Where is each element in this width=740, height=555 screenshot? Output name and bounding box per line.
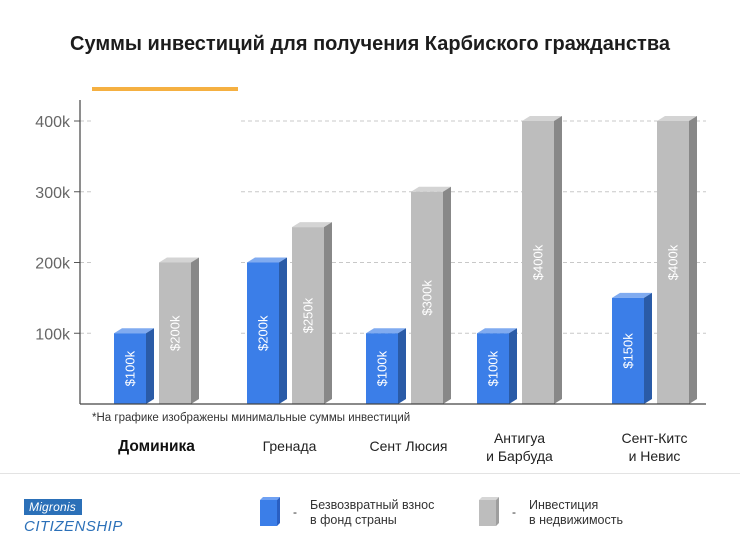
legend-label-fund-line2: в фонд страны [310, 513, 397, 527]
brand-logo: Migronis CITIZENSHIP [24, 498, 123, 535]
legend-label-fund-line1: Безвозвратный взнос [310, 498, 435, 512]
category-label: Доминика [118, 438, 195, 455]
bar-value-label: $400k [666, 244, 681, 280]
bar-front-face [114, 333, 146, 404]
bar-front-face [522, 121, 554, 404]
bar-side-face [443, 186, 451, 404]
bar-top-face [411, 186, 451, 192]
labels-layer: $100k $200k $100k $100k $150k $200k $250k $300k… [118, 244, 687, 464]
bar-side-face [279, 257, 287, 404]
bar-top-face [159, 257, 199, 263]
footer-divider [0, 473, 740, 474]
bar-front-face [159, 262, 191, 404]
bar-side-face [398, 328, 406, 404]
highlight-accent-bar [92, 87, 238, 91]
bar-value-label: $200k [168, 315, 183, 351]
bar-value-label: $400k [531, 244, 546, 280]
category-label: Гренада [263, 438, 317, 454]
brand-logo-bottom: CITIZENSHIP [24, 518, 123, 535]
bar-side-face [146, 328, 154, 404]
bar-top-face [292, 222, 332, 228]
legend-label-realty-line1: Инвестиция [529, 498, 599, 512]
bar-side-face [324, 222, 332, 404]
y-tick-label: 200k [35, 256, 71, 273]
bar-side-face [554, 116, 562, 404]
bar-top-face [247, 257, 287, 263]
bar-realty-3 [522, 116, 562, 404]
bar-fund-4 [612, 292, 652, 404]
bar-side-face [644, 292, 652, 404]
bar-front-face [366, 333, 398, 404]
bar-fund-3 [477, 328, 517, 404]
legend-dash-fund: - [293, 505, 297, 519]
bar-value-label: $250k [301, 297, 316, 333]
brand-logo-top: Migronis [24, 499, 82, 515]
y-tick-label: 300k [35, 185, 71, 202]
bar-value-label: $100k [486, 350, 501, 386]
legend-label-fund: Безвозвратный взнос в фонд страны [310, 498, 434, 528]
chart-title: Суммы инвестиций для получения Карбиског… [70, 33, 670, 55]
bar-value-label: $100k [375, 350, 390, 386]
bar-value-label: $150k [621, 333, 636, 369]
grid-layer [80, 120, 706, 334]
bar-side-face [689, 116, 697, 404]
bar-top-face [612, 292, 652, 298]
category-label: и Барбуда [486, 448, 553, 464]
bar-value-label: $100k [123, 350, 138, 386]
bar-top-face [114, 328, 154, 334]
bar-front-face [612, 297, 644, 404]
bar-value-label: $300k [420, 280, 435, 316]
bar-realty-1 [292, 222, 332, 404]
bar-fund-0 [114, 328, 154, 404]
chart-footnote: *На графике изображены минимальные суммы… [92, 412, 411, 424]
bar-side-face [191, 257, 199, 404]
category-label: и Невис [629, 448, 681, 464]
legend-label-realty: Инвестиция в недвижимость [529, 498, 623, 528]
bar-value-label: $200k [256, 315, 271, 351]
bar-realty-0 [159, 257, 199, 404]
bar-top-face [657, 116, 697, 121]
bar-realty-2 [411, 186, 451, 404]
bar-side-face [509, 328, 517, 404]
category-label: Сент-Китс [622, 430, 688, 446]
bar-front-face [247, 262, 279, 404]
bar-front-face [657, 121, 689, 404]
legend-dash-realty: - [512, 505, 516, 519]
bar-top-face [477, 328, 517, 334]
bar-front-face [411, 191, 443, 404]
bar-front-face [477, 333, 509, 404]
bars-layer [114, 116, 697, 404]
y-tick-label: 400k [35, 114, 71, 131]
bar-fund-2 [366, 328, 406, 404]
category-label: Сент Люсия [369, 438, 447, 454]
bar-top-face [366, 328, 406, 334]
legend-label-realty-line2: в недвижимость [529, 513, 623, 527]
axis-layer: 100k 200k 300k 400k [35, 100, 706, 405]
category-label: Антигуа [494, 430, 545, 446]
bar-top-face [522, 116, 562, 121]
bar-fund-1 [247, 257, 287, 404]
bar-front-face [292, 227, 324, 404]
y-tick-label: 100k [35, 326, 71, 343]
bar-realty-4 [657, 116, 697, 404]
